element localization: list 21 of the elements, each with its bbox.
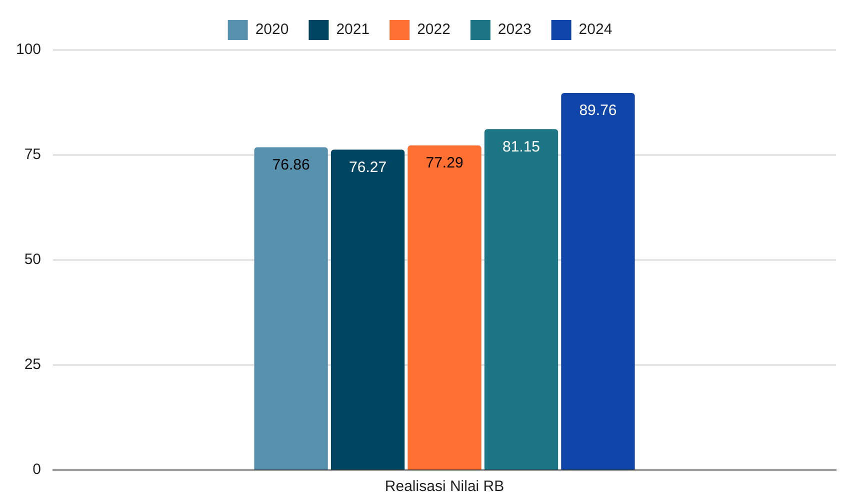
x-tick-label: Realisasi Nilai RB bbox=[384, 478, 504, 496]
bar bbox=[484, 129, 558, 470]
y-tick-label: 25 bbox=[24, 356, 42, 374]
bar bbox=[254, 147, 328, 470]
data-label: 76.27 bbox=[349, 158, 387, 176]
legend-label: 2021 bbox=[336, 21, 370, 38]
bar bbox=[330, 150, 405, 470]
y-tick-label: 0 bbox=[32, 461, 42, 478]
legend-label: 2023 bbox=[498, 21, 532, 38]
legend-label: 2020 bbox=[255, 21, 289, 38]
data-label: 76.86 bbox=[272, 156, 310, 174]
data-label: 81.15 bbox=[502, 138, 540, 156]
y-tick-label: 75 bbox=[24, 146, 42, 164]
data-label: 89.76 bbox=[579, 102, 617, 120]
legend-label: 2022 bbox=[417, 21, 450, 38]
bar bbox=[561, 93, 635, 470]
y-tick-label: 50 bbox=[24, 251, 42, 268]
data-label: 77.29 bbox=[426, 154, 464, 172]
y-tick-label: 100 bbox=[16, 41, 42, 58]
bar bbox=[408, 145, 482, 470]
legend-label: 2024 bbox=[578, 21, 612, 38]
